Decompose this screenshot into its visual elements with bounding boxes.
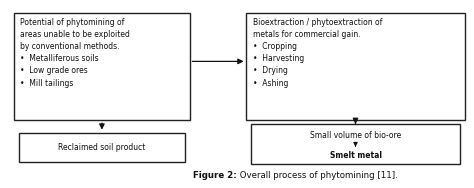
Text: Figure 2: Overall process of phytomining [11].: Figure 2: Overall process of phytomining… bbox=[138, 171, 336, 180]
Bar bbox=[19, 133, 185, 162]
Text: Reclaimed soil product: Reclaimed soil product bbox=[58, 143, 146, 152]
Text: Smelt metal: Smelt metal bbox=[329, 151, 382, 160]
Text: Small volume of bio-ore: Small volume of bio-ore bbox=[310, 131, 401, 140]
Text: Overall process of phytomining [11].: Overall process of phytomining [11]. bbox=[237, 171, 398, 180]
Text: Bioextraction / phytoextraction of
metals for commercial gain.
•  Cropping
•  Ha: Bioextraction / phytoextraction of metal… bbox=[253, 18, 382, 88]
Bar bbox=[251, 124, 460, 164]
Text: Potential of phytomining of
areas unable to be exploited
by conventional methods: Potential of phytomining of areas unable… bbox=[20, 18, 130, 88]
Bar bbox=[14, 13, 190, 120]
Bar bbox=[246, 13, 465, 120]
Text: Figure 2:: Figure 2: bbox=[193, 171, 237, 180]
